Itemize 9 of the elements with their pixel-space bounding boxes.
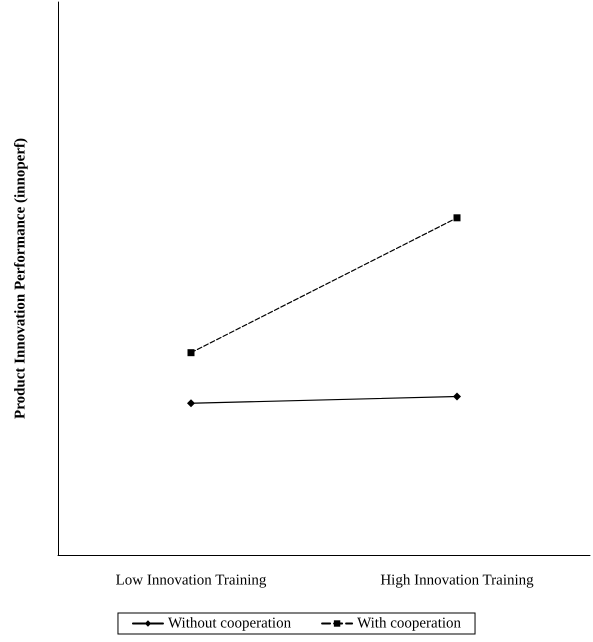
legend-label: With cooperation — [357, 616, 462, 632]
point — [188, 349, 194, 356]
point — [187, 399, 195, 408]
point — [453, 392, 461, 401]
x-tick-label: Low Innovation Training — [116, 572, 267, 588]
x-tick-label: High Innovation Training — [380, 572, 534, 588]
y-axis-title: Product Innovation Performance (innoperf) — [12, 138, 28, 419]
legend-label: Without cooperation — [168, 616, 292, 632]
point — [454, 214, 460, 222]
